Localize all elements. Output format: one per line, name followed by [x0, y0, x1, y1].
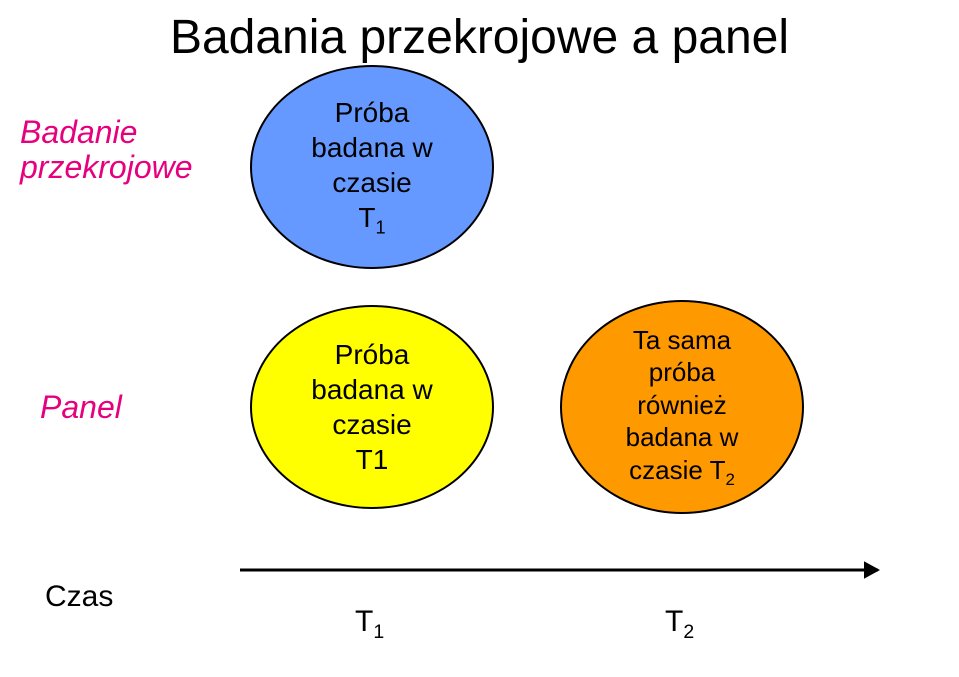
ellipse-cross-t1: Próbabadana wczasieT1 — [250, 65, 494, 269]
diagram-stage: Badania przekrojowe a panel Badanieprzek… — [0, 0, 959, 677]
timeline-tick-t2: T2 — [665, 605, 694, 644]
row-label-badanie-przekrojowe: Badanieprzekrojowe — [20, 115, 193, 185]
slide-title: Badania przekrojowe a panel — [0, 10, 959, 65]
timeline-label-czas: Czas — [45, 580, 113, 614]
timeline-tick-t1: T1 — [355, 605, 384, 644]
ellipse-panel-t2: Ta samapróbarównieżbadana wczasie T2 — [560, 300, 804, 514]
ellipse-panel-t1: Próbabadana wczasieT1 — [250, 305, 494, 509]
row-label-panel: Panel — [40, 390, 122, 425]
